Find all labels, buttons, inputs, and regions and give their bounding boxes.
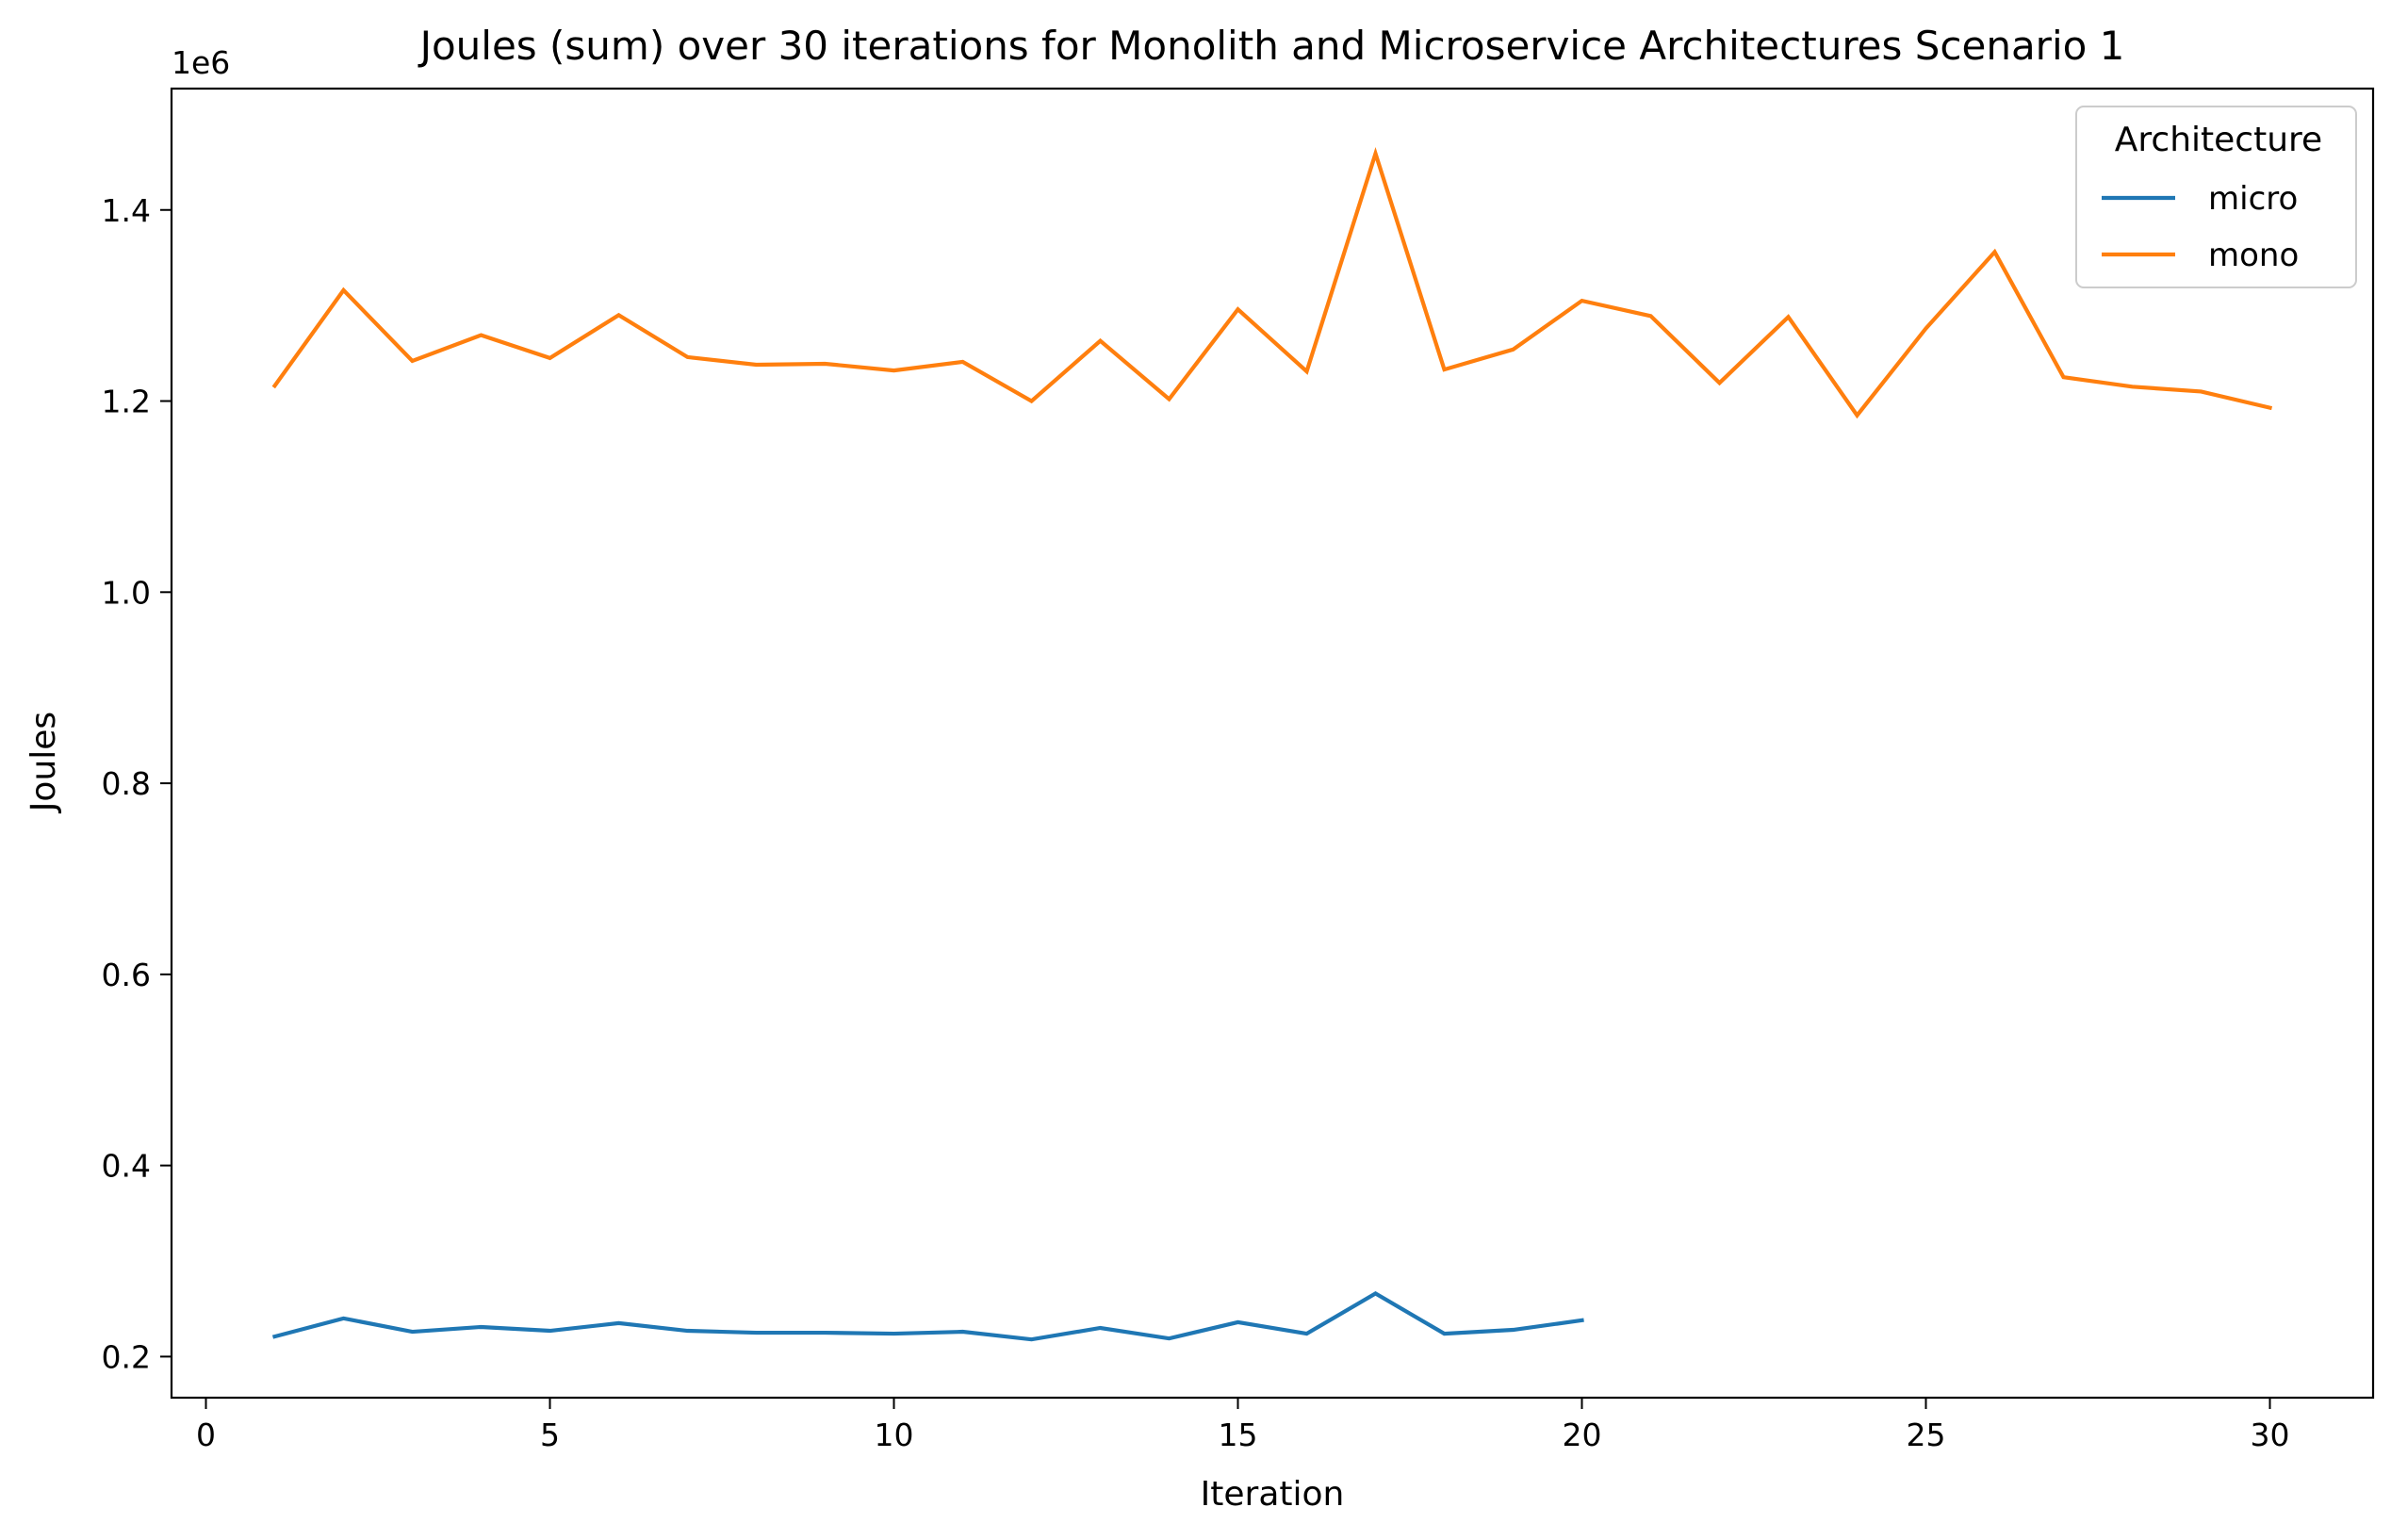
x-tick-label: 30 [2251, 1417, 2290, 1453]
series-lines [271, 146, 2273, 1342]
y-tick-label: 0.2 [102, 1338, 151, 1375]
y-tick-label: 0.4 [102, 1148, 151, 1185]
series-line-micro [271, 1291, 1584, 1342]
x-tick-label: 5 [540, 1417, 560, 1453]
plot-frame [170, 87, 2375, 1400]
y-tick-label: 0.6 [102, 957, 151, 993]
x-tick-label: 10 [875, 1417, 914, 1453]
y-tick-label: 1.0 [102, 574, 151, 611]
x-axis-label: Iteration [1201, 1475, 1345, 1514]
legend-title: Architecture [2115, 121, 2322, 159]
legend: Architecture micro mono [2075, 106, 2357, 288]
y-tick-label: 1.2 [102, 384, 151, 420]
y-tick-label: 1.4 [102, 192, 151, 229]
x-tick-label: 20 [1563, 1417, 1602, 1453]
x-tick-label: 0 [196, 1417, 216, 1453]
chart-title: Joules (sum) over 30 iterations for Mono… [418, 23, 2125, 69]
y-axis-label: Joules [25, 712, 63, 813]
x-tick-label: 25 [1907, 1417, 1946, 1453]
legend-box [2075, 106, 2357, 288]
x-axis: 0 5 10 15 20 25 30 [196, 1398, 2290, 1453]
legend-label-micro: micro [2208, 180, 2298, 218]
y-axis-offset-label: 1e6 [172, 44, 230, 81]
plot-area [170, 87, 2375, 1400]
legend-label-mono: mono [2208, 237, 2299, 274]
y-axis: 0.2 0.4 0.6 0.8 1.0 1.2 1.4 [102, 192, 172, 1375]
series-line-mono [271, 146, 2273, 419]
x-tick-label: 15 [1219, 1417, 1258, 1453]
y-tick-label: 0.8 [102, 765, 151, 802]
